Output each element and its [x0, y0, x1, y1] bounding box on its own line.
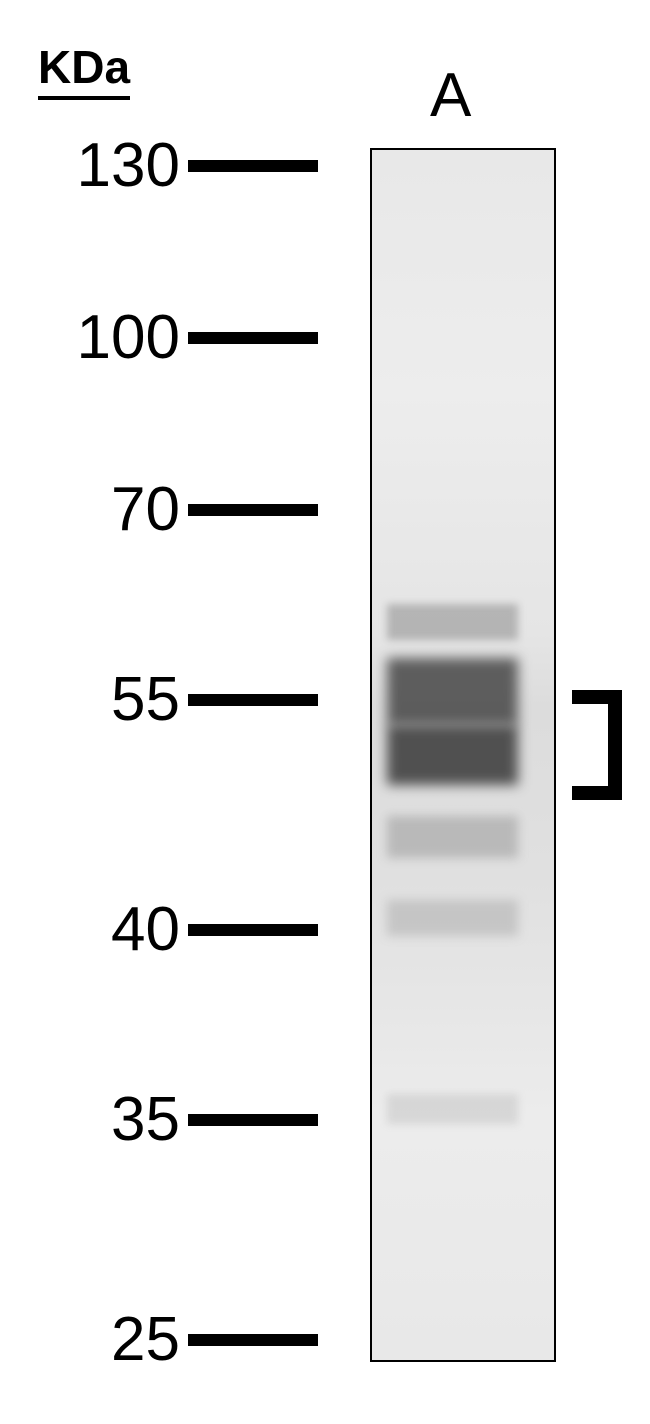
bracket-arm-bottom	[572, 786, 622, 800]
marker-label-40: 40	[111, 894, 180, 965]
marker-label-35: 35	[111, 1084, 180, 1155]
marker-tick-100	[188, 332, 318, 344]
protein-band-2	[387, 725, 518, 786]
marker-label-100: 100	[77, 302, 180, 373]
protein-band-0	[387, 604, 518, 640]
marker-label-130: 130	[77, 130, 180, 201]
gel-lane-a	[370, 148, 556, 1362]
lane-header-a: A	[430, 60, 471, 131]
marker-tick-25	[188, 1334, 318, 1346]
protein-band-4	[387, 900, 518, 936]
unit-label: KDa	[38, 40, 130, 100]
marker-tick-35	[188, 1114, 318, 1126]
marker-tick-130	[188, 160, 318, 172]
marker-tick-70	[188, 504, 318, 516]
bracket-arm-top	[572, 690, 622, 704]
marker-tick-40	[188, 924, 318, 936]
marker-label-55: 55	[111, 664, 180, 735]
protein-band-3	[387, 816, 518, 858]
target-band-bracket	[572, 690, 622, 800]
marker-label-25: 25	[111, 1304, 180, 1375]
bracket-vertical	[608, 690, 622, 800]
western-blot-figure: KDa A 130 100 70 55 40 35 25	[0, 0, 650, 1424]
marker-tick-55	[188, 694, 318, 706]
marker-label-70: 70	[111, 474, 180, 545]
protein-band-1	[387, 658, 518, 725]
protein-band-5	[387, 1094, 518, 1124]
